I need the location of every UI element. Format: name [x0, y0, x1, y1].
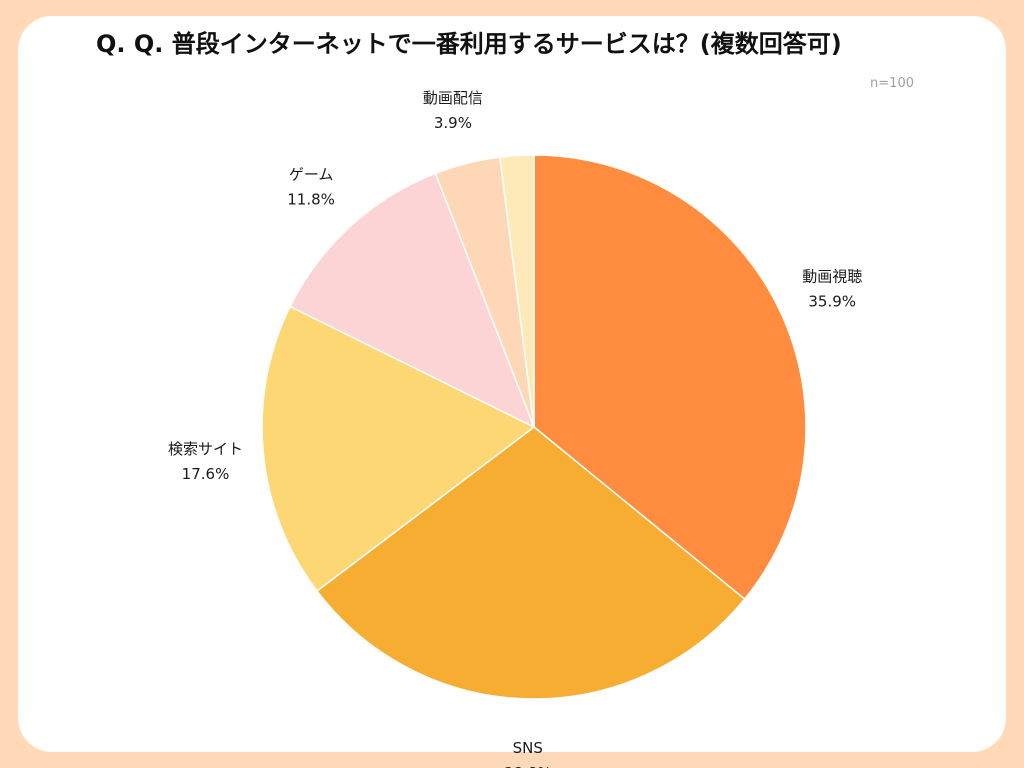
pie-slice-1	[315, 426, 746, 700]
slice-label-value: 11.8%	[287, 191, 335, 209]
pie-slice-3	[289, 172, 536, 429]
slice-label-name: 動画視聴	[802, 268, 862, 286]
pie-slice-5	[499, 154, 535, 428]
slice-label-value: 28.8%	[504, 764, 552, 768]
pie-slice-2	[261, 305, 536, 593]
chart-title: Q. Q. 普段インターネットで一番利用するサービスは？(複数回答可)	[96, 30, 842, 58]
slice-label-name: 動画配信	[423, 89, 483, 107]
sample-size: n=100	[870, 76, 914, 91]
pie-labels: 動画視聴 35.9% SNS 28.8% 検索サイト 17.6% ゲーム 11.8% 動画配信 3…	[168, 89, 862, 768]
pie-slice-0	[533, 154, 807, 601]
slice-label-value: 17.6%	[182, 465, 230, 483]
pie-slices	[261, 154, 807, 700]
slice-label-value: 35.9%	[808, 293, 856, 311]
slice-label-name: SNS	[513, 739, 543, 757]
slice-label-name: ゲーム	[289, 166, 334, 184]
slice-label-name: 検索サイト	[168, 440, 243, 458]
slice-label-value: 3.9%	[434, 114, 472, 132]
